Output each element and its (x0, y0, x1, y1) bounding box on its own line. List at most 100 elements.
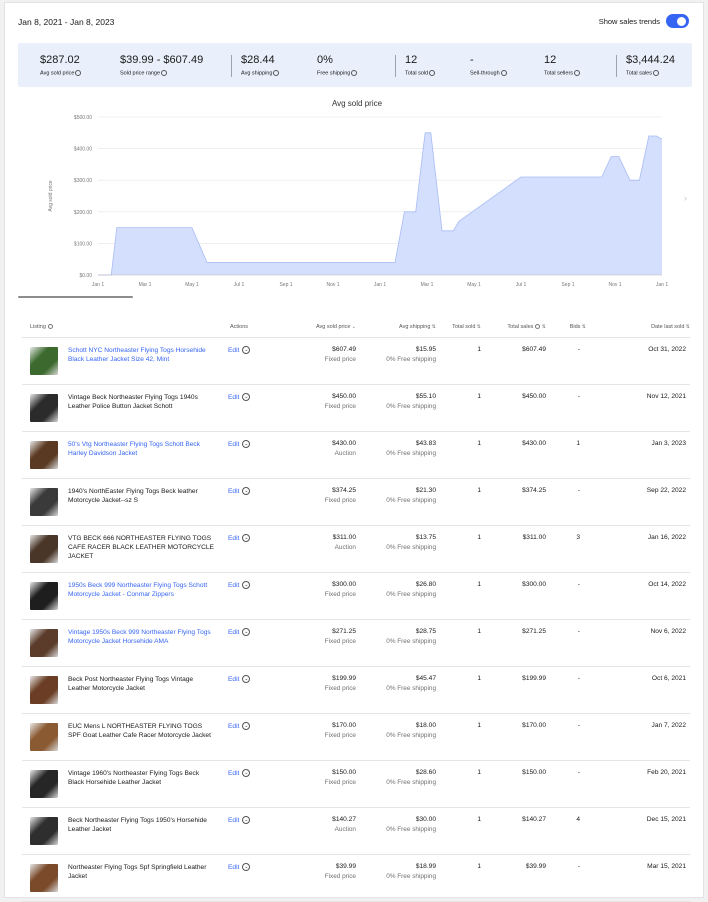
column-header-avg-shipping[interactable]: Avg shipping ⇅ (356, 317, 436, 338)
info-icon[interactable] (500, 70, 507, 76)
info-icon[interactable] (273, 70, 280, 76)
edit-link[interactable]: Edit (228, 393, 240, 401)
research-panel: Jan 8, 2021 - Jan 8, 2023 Show sales tre… (4, 2, 704, 902)
date-range[interactable]: Jan 8, 2021 - Jan 8, 2023 (18, 17, 115, 27)
total-sales-cell: $430.00 (481, 431, 546, 479)
chevron-down-icon[interactable]: ⌄ (242, 768, 251, 777)
column-header-total-sales[interactable]: Total sales ⇅ (481, 317, 546, 338)
stat-label-text: Sold price range (120, 70, 161, 77)
stat-label-text: Free shipping (317, 70, 351, 77)
listing-thumbnail[interactable] (30, 628, 58, 657)
chevron-down-icon[interactable]: ⌄ (242, 392, 251, 401)
info-icon[interactable] (47, 323, 53, 329)
sort-icon[interactable]: ⇅ (580, 323, 586, 330)
date-last-sold-cell: Jan 16, 2022 (586, 525, 690, 573)
bids-cell: 1 (546, 431, 586, 479)
stat-value: 12 (544, 54, 557, 66)
info-icon[interactable] (653, 70, 659, 76)
edit-link[interactable]: Edit (228, 769, 240, 777)
sort-icon[interactable]: ⇅ (684, 323, 690, 330)
chevron-down-icon[interactable]: ⌄ (242, 580, 251, 589)
info-icon[interactable] (351, 70, 358, 76)
actions-cell: Edit ⌄ (228, 807, 288, 855)
listing-thumbnail[interactable] (30, 769, 58, 798)
edit-link[interactable]: Edit (228, 346, 240, 354)
edit-link[interactable]: Edit (228, 487, 240, 495)
date-last-sold-cell: Sep 22, 2022 (586, 478, 690, 526)
edit-link[interactable]: Edit (228, 628, 240, 636)
chevron-down-icon[interactable]: ⌄ (242, 862, 251, 871)
listing-thumbnail[interactable] (30, 346, 58, 375)
edit-link[interactable]: Edit (228, 722, 240, 730)
chart-scrollbar[interactable] (18, 296, 133, 298)
sort-icon[interactable]: ⇅ (430, 323, 436, 330)
stat-value: $287.02 (40, 54, 80, 66)
listing-title[interactable]: 1950s Beck 999 Northeaster Flying Togs S… (68, 581, 208, 598)
listing-thumbnail[interactable] (30, 816, 58, 845)
sales-trends-toggle[interactable] (666, 14, 689, 28)
listing-cell: 50's Vtg Northeaster Flying Togs Schott … (22, 431, 228, 479)
listing-thumbnail[interactable] (30, 675, 58, 704)
actions-cell: Edit ⌄ (228, 384, 288, 432)
listing-thumbnail[interactable] (30, 393, 58, 422)
listing-thumbnail[interactable] (30, 487, 58, 516)
sort-icon[interactable]: ⇅ (540, 323, 546, 330)
info-icon[interactable] (161, 70, 168, 76)
chevron-down-icon[interactable]: ⌄ (242, 815, 251, 824)
listing-thumbnail[interactable] (30, 440, 58, 469)
sort-icon[interactable]: ⇅ (475, 323, 481, 330)
chevron-down-icon[interactable]: ⌄ (242, 627, 251, 636)
column-header-date-last-sold[interactable]: Date last sold ⇅ (586, 317, 690, 338)
edit-link[interactable]: Edit (228, 675, 240, 683)
total-sales-cell: $607.49 (481, 337, 546, 385)
avg-sold-price-chart: $0.00 $100.00 $200.00 $300.00 $400.00 $500.00… (18, 115, 668, 298)
avg-sold-price-cell: $39.99 Fixed price (288, 854, 356, 902)
date-last-sold-cell: Feb 20, 2021 (586, 760, 690, 808)
info-icon[interactable] (535, 323, 541, 329)
edit-link[interactable]: Edit (228, 534, 240, 542)
total-sold-cell: 1 (436, 572, 481, 620)
sort-icon[interactable]: ⌄ (350, 323, 356, 330)
column-header-total-sold[interactable]: Total sold ⇅ (436, 317, 481, 338)
chevron-down-icon[interactable]: ⌄ (242, 486, 251, 495)
edit-link[interactable]: Edit (228, 440, 240, 448)
chevron-down-icon[interactable]: ⌄ (242, 439, 251, 448)
avg-shipping-cell: $21.30 0% Free shipping (356, 478, 436, 526)
info-icon[interactable] (429, 70, 436, 76)
total-sales-cell: $271.25 (481, 619, 546, 667)
listing-thumbnail[interactable] (30, 534, 58, 563)
listing-format: Auction (334, 825, 356, 833)
listing-thumbnail[interactable] (30, 863, 58, 892)
chevron-down-icon[interactable]: ⌄ (242, 721, 251, 730)
stat-label-text: Sell-through (470, 70, 500, 77)
edit-link[interactable]: Edit (228, 581, 240, 589)
listing-title[interactable]: 50's Vtg Northeaster Flying Togs Schott … (68, 440, 200, 457)
sold-price: $300.00 (332, 580, 356, 588)
y-tick-label: $300.00 (74, 178, 92, 184)
table-row: 50's Vtg Northeaster Flying Togs Schott … (22, 431, 690, 479)
avg-shipping-cell: $28.75 0% Free shipping (356, 619, 436, 667)
x-tick-label: Sep 1 (279, 282, 292, 288)
listing-title[interactable]: Schott NYC Northeaster Flying Togs Horse… (68, 346, 206, 363)
edit-link[interactable]: Edit (228, 863, 240, 871)
info-icon[interactable] (75, 70, 82, 76)
avg-shipping-cell: $45.47 0% Free shipping (356, 666, 436, 714)
listing-title: EUC Mens L NORTHEASTER FLYING TOGS SPF G… (68, 722, 211, 739)
x-tick-label: Jan 1 (656, 282, 668, 288)
listing-title[interactable]: Vintage 1950s Beck 999 Northeaster Flyin… (68, 628, 211, 645)
chevron-down-icon[interactable]: ⌄ (242, 674, 251, 683)
chevron-down-icon[interactable]: ⌄ (242, 345, 251, 354)
column-header-avg-sold-price[interactable]: Avg sold price ⌄ (288, 317, 356, 338)
chevron-down-icon[interactable]: ⌄ (242, 533, 251, 542)
chevron-right-icon[interactable]: › (684, 193, 687, 203)
area-series-line (98, 132, 663, 276)
total-sold-cell: 1 (436, 431, 481, 479)
table-row: EUC Mens L NORTHEASTER FLYING TOGS SPF G… (22, 713, 690, 761)
listing-thumbnail[interactable] (30, 722, 58, 751)
listing-thumbnail[interactable] (30, 581, 58, 610)
info-icon[interactable] (574, 70, 581, 76)
listing-format: Fixed price (324, 684, 356, 692)
column-header-bids[interactable]: Bids ⇅ (546, 317, 586, 338)
edit-link[interactable]: Edit (228, 816, 240, 824)
x-tick-label: Nov 1 (608, 282, 621, 288)
